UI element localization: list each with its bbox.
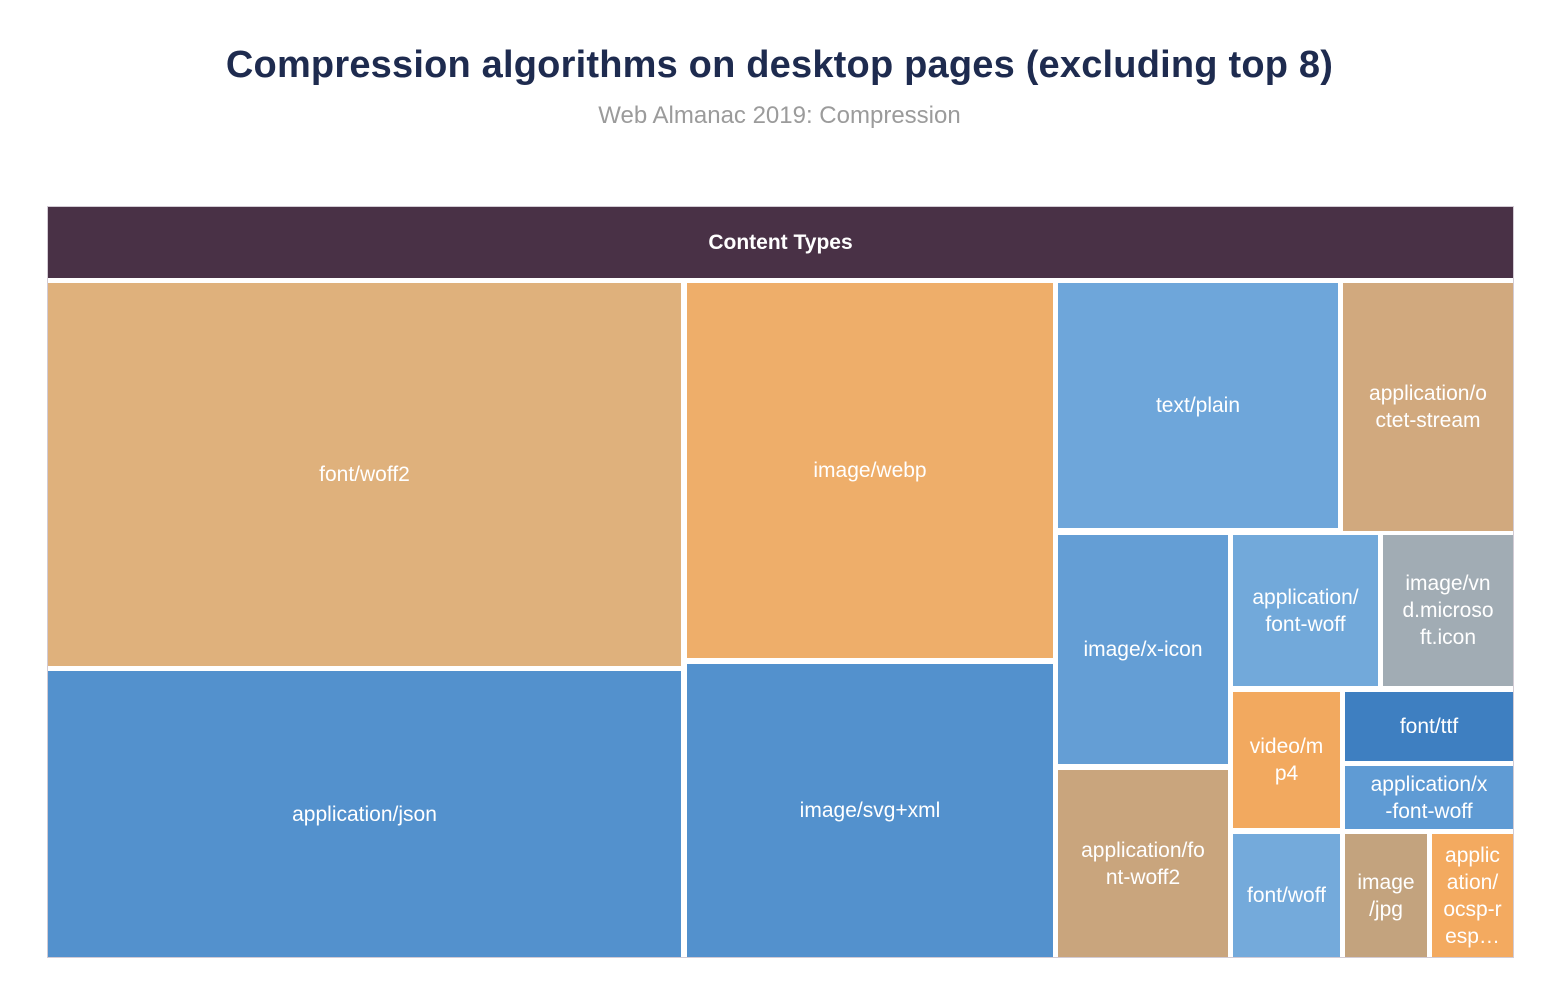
chart-subtitle: Web Almanac 2019: Compression [598,102,961,129]
treemap-cell-application-json[interactable]: application/json [48,671,681,957]
treemap-cell-image-x-icon[interactable]: image/x-icon [1058,535,1228,764]
treemap-cell-application-ocsp-resp[interactable]: applic ation/ocsp-r esp… [1432,834,1513,957]
treemap-cell-image-jpg[interactable]: image/jpg [1345,834,1427,957]
treemap-cell-font-woff[interactable]: font/woff [1233,834,1340,957]
treemap-cell-application-font-woff[interactable]: application/font-woff [1233,535,1378,686]
content-types-label: Content Types [708,230,853,254]
treemap-cell-label: application/json [292,802,437,826]
treemap-cell-label: application/fo nt-woff2 [1081,838,1205,889]
treemap-cell-label: image/x-icon [1083,638,1203,661]
treemap-cell-text-plain[interactable]: text/plain [1058,283,1338,528]
treemap-cell-video-mp4[interactable]: video/m p4 [1233,692,1340,828]
treemap-cell-application-x-font-woff[interactable]: application/x -font-woff [1345,766,1513,829]
treemap-cell-image-svg-xml[interactable]: image/svg+xml [687,664,1053,957]
treemap-cell-label: video/m p4 [1249,735,1324,785]
treemap-cell-label: font/ttf [1399,715,1459,738]
content-types-bar: Content Types [48,207,1513,278]
treemap-cell-font-ttf[interactable]: font/ttf [1345,692,1513,761]
treemap-cell-font-woff2[interactable]: font/woff2 [48,283,681,666]
treemap-cell-label: application/o ctet-stream [1369,382,1487,432]
treemap-cell-label: font/woff [1247,884,1326,907]
chart-title: Compression algorithms on desktop pages … [225,44,1334,86]
treemap-cell-image-webp[interactable]: image/webp [687,283,1053,658]
treemap-cell-image-vnd-microsoft-icon[interactable]: image/vn d.microso ft.icon [1383,535,1513,686]
treemap-cell-label: application/x -font-woff [1370,772,1488,823]
treemap-cell-label: image/webp [813,459,927,482]
treemap-cell-label: image/svg+xml [799,799,941,822]
treemap: Content Types font/woff2 application/json… [47,206,1514,958]
treemap-cell-application-font-woff2[interactable]: application/fo nt-woff2 [1058,770,1228,957]
treemap-cell-label: applic ation/ocsp-r esp… [1443,843,1502,948]
treemap-cell-application-octet-stream[interactable]: application/o ctet-stream [1343,283,1513,531]
treemap-cell-label: application/font-woff [1252,585,1359,636]
treemap-cell-label: font/woff2 [319,463,410,486]
treemap-cell-label: text/plain [1155,394,1241,417]
treemap-cell-label: image/vn d.microso ft.icon [1402,572,1494,649]
treemap-cell-label: image/jpg [1357,870,1415,921]
